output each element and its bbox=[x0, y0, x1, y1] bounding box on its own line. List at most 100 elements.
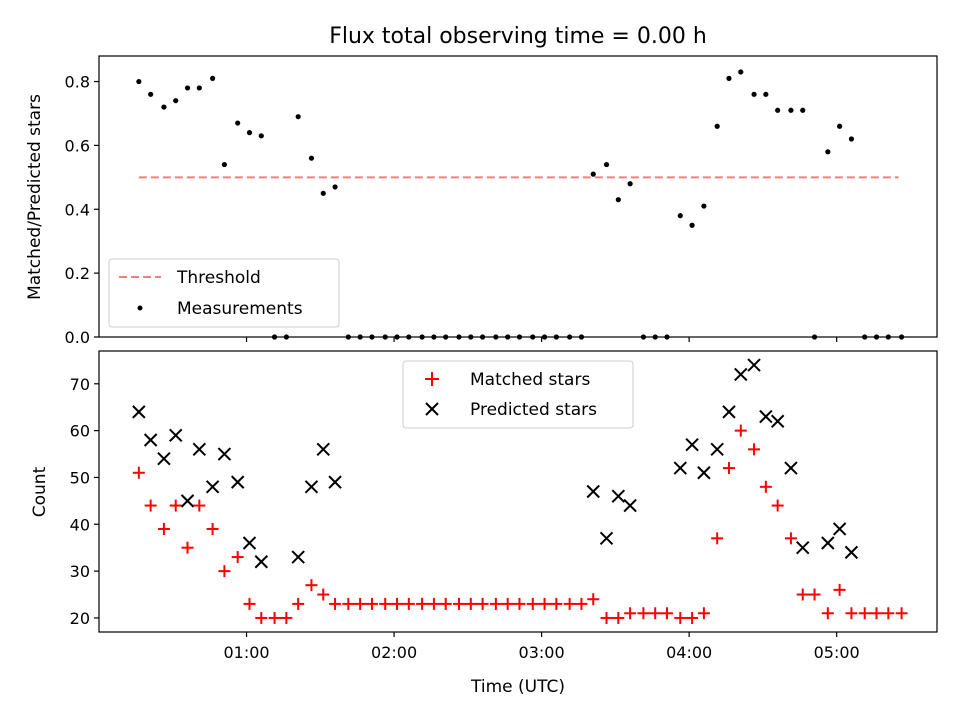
matched-star-point-44 bbox=[674, 611, 687, 624]
measurement-point-53 bbox=[788, 107, 794, 113]
matched-star-point-29 bbox=[489, 597, 502, 610]
matched-star-point-52 bbox=[771, 499, 784, 512]
matched-star-point-50 bbox=[748, 443, 761, 456]
matched-star-point-40 bbox=[624, 607, 637, 620]
count-legend-box bbox=[402, 360, 634, 429]
x-axis-label: Time (UTC) bbox=[470, 677, 565, 697]
matched-star-point-35 bbox=[563, 597, 576, 610]
matched-star-point-16 bbox=[329, 597, 342, 610]
matched-star-point-36 bbox=[575, 597, 588, 610]
predicted-star-point-4 bbox=[180, 494, 195, 508]
measurement-point-8 bbox=[235, 120, 241, 126]
matched-star-point-61 bbox=[882, 607, 895, 620]
predicted-star-point-31 bbox=[832, 522, 847, 536]
predicted-star-point-12 bbox=[304, 480, 319, 494]
matched-star-point-56 bbox=[821, 607, 834, 620]
predicted-star-point-22 bbox=[710, 442, 724, 457]
predicted-stars-legend-swatch bbox=[425, 402, 439, 416]
measurement-point-15 bbox=[320, 190, 326, 196]
matched-star-point-24 bbox=[427, 597, 440, 610]
matched-star-point-42 bbox=[649, 607, 662, 620]
matched-star-point-41 bbox=[637, 607, 650, 620]
matched-star-point-22 bbox=[402, 597, 415, 610]
matched-star-point-58 bbox=[845, 607, 858, 620]
matched-star-point-39 bbox=[612, 611, 625, 624]
matched-star-point-21 bbox=[391, 597, 404, 610]
matched-star-point-31 bbox=[513, 597, 526, 610]
predicted-star-point-19 bbox=[673, 461, 687, 475]
count-legend: Matched stars Predicted stars bbox=[402, 360, 634, 429]
matched-star-point-8 bbox=[231, 551, 244, 564]
matched-star-point-53 bbox=[784, 532, 797, 545]
count-y-ticks: 20 30 40 50 60 70 bbox=[70, 375, 99, 628]
matched-star-point-49 bbox=[734, 424, 747, 437]
matched-star-point-4 bbox=[181, 541, 194, 554]
matched-star-point-10 bbox=[255, 611, 268, 624]
measurements-legend-swatch bbox=[137, 305, 143, 311]
matched-star-point-54 bbox=[796, 588, 809, 601]
count-y-tick-label-5: 70 bbox=[70, 375, 90, 394]
predicted-stars-layer bbox=[132, 358, 859, 569]
count-x-ticks: 01:00 02:00 03:00 04:00 05:00 bbox=[223, 632, 860, 662]
matched-star-point-13 bbox=[292, 597, 305, 610]
matched-star-point-26 bbox=[452, 597, 465, 610]
matched-star-point-12 bbox=[280, 611, 293, 624]
measurement-point-10 bbox=[258, 133, 264, 139]
count-y-tick-label-0: 20 bbox=[70, 609, 90, 628]
matched-star-point-59 bbox=[858, 607, 871, 620]
predicted-star-point-8 bbox=[230, 475, 245, 489]
predicted-star-point-3 bbox=[169, 428, 183, 443]
matched-star-point-55 bbox=[808, 588, 821, 601]
predicted-star-point-32 bbox=[844, 545, 859, 560]
matched-star-point-20 bbox=[379, 597, 392, 610]
matched-star-point-17 bbox=[342, 597, 355, 610]
measurement-point-56 bbox=[825, 149, 831, 155]
predicted-star-point-25 bbox=[747, 358, 761, 372]
measurement-point-40 bbox=[627, 181, 633, 187]
measurement-point-7 bbox=[221, 161, 228, 168]
matched-star-point-37 bbox=[587, 593, 600, 606]
measurement-point-5 bbox=[196, 85, 202, 91]
matched-star-point-6 bbox=[206, 522, 219, 535]
predicted-star-point-14 bbox=[328, 475, 342, 489]
count-y-tick-label-3: 50 bbox=[70, 468, 90, 487]
matched-star-point-23 bbox=[416, 597, 429, 610]
matched-star-point-27 bbox=[464, 597, 477, 610]
ratio-y-tick-label-0: 0.0 bbox=[65, 328, 90, 347]
measurement-point-45 bbox=[689, 222, 695, 228]
matched-stars-legend-swatch bbox=[425, 372, 439, 386]
matched-star-point-28 bbox=[476, 597, 489, 610]
predicted-star-point-21 bbox=[697, 466, 711, 480]
count-y-tick-label-4: 60 bbox=[70, 422, 90, 441]
predicted-star-point-20 bbox=[685, 437, 699, 452]
count-x-tick-label-2: 03:00 bbox=[519, 643, 565, 662]
matched-star-point-30 bbox=[501, 597, 514, 610]
measurements-legend-label: Measurements bbox=[177, 299, 303, 319]
measurement-point-1 bbox=[148, 91, 154, 97]
matched-star-point-32 bbox=[526, 597, 539, 610]
predicted-star-point-30 bbox=[821, 536, 835, 550]
measurement-point-37 bbox=[590, 171, 596, 177]
measurement-point-39 bbox=[615, 197, 621, 203]
matched-stars-layer bbox=[132, 424, 908, 624]
predicted-star-point-11 bbox=[291, 550, 305, 564]
matched-star-point-62 bbox=[895, 607, 908, 620]
ratio-y-tick-label-2: 0.4 bbox=[65, 200, 90, 219]
measurement-point-46 bbox=[701, 203, 707, 209]
matched-star-point-7 bbox=[218, 565, 231, 578]
predicted-star-point-23 bbox=[722, 405, 736, 419]
predicted-stars-legend-label: Predicted stars bbox=[470, 400, 597, 420]
predicted-star-point-29 bbox=[796, 540, 810, 555]
measurement-point-0 bbox=[136, 78, 142, 85]
predicted-star-point-6 bbox=[205, 480, 220, 494]
matched-star-point-51 bbox=[759, 480, 772, 493]
measurement-point-52 bbox=[775, 107, 781, 113]
matched-star-point-2 bbox=[157, 522, 170, 535]
matched-star-point-57 bbox=[833, 583, 846, 596]
predicted-star-point-10 bbox=[254, 555, 268, 569]
count-plot-frame bbox=[98, 350, 938, 633]
matched-star-point-25 bbox=[439, 597, 452, 610]
predicted-star-point-5 bbox=[192, 442, 207, 457]
matched-star-point-19 bbox=[365, 597, 378, 610]
measurement-point-47 bbox=[714, 123, 720, 129]
